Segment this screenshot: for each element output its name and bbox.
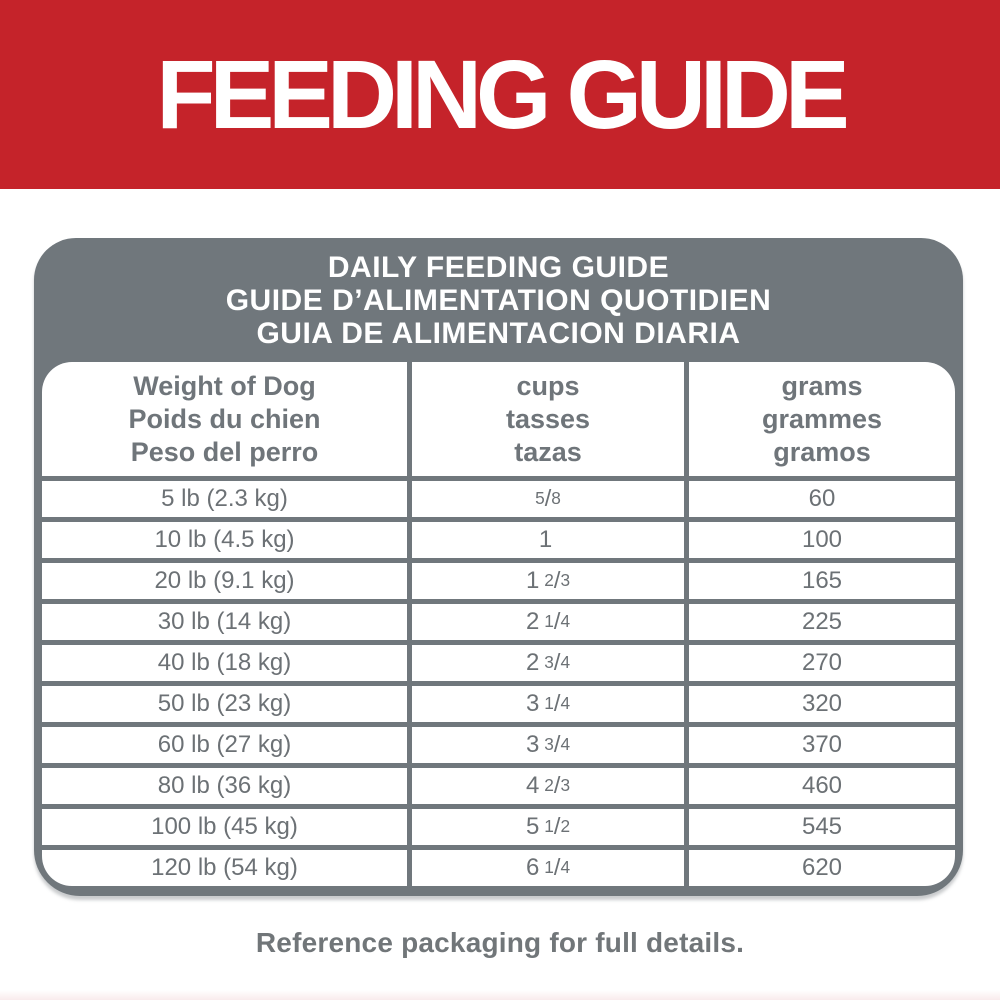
- fraction-slash: /: [553, 813, 561, 840]
- fraction-slash: /: [553, 567, 561, 594]
- header-line: grammes: [761, 403, 883, 434]
- fraction-numerator: 1: [544, 816, 554, 837]
- card-title-line-fr: GUIDE D’ALIMENTATION QUOTIDIEN: [225, 284, 772, 317]
- fraction-numerator: 3: [544, 734, 554, 755]
- weight-cell: 120 lb (54 kg): [42, 850, 407, 886]
- cups-whole: 3: [525, 690, 540, 717]
- header-line: grams: [781, 370, 863, 401]
- grams-cell: 320: [689, 686, 955, 722]
- column-header-cups: cups tasses tazas: [412, 362, 684, 476]
- cups-whole: 2: [525, 608, 540, 635]
- fraction-numerator: 2: [544, 775, 554, 796]
- cups-whole: 3: [525, 731, 540, 758]
- bottom-edge-strip: [0, 990, 1000, 1000]
- footer-note: Reference packaging for full details.: [0, 920, 1000, 966]
- fraction-denominator: 4: [560, 693, 571, 714]
- fraction-denominator: 4: [560, 857, 571, 878]
- cups-cell: 1: [412, 522, 684, 558]
- banner: FEEDING GUIDE: [0, 0, 1000, 189]
- grams-cell: 545: [689, 809, 955, 845]
- cups-cell: 5 1/2: [412, 809, 684, 845]
- header-line: tazas: [514, 436, 582, 467]
- feeding-table: Weight of Dog Poids du chien Peso del pe…: [34, 362, 963, 896]
- header-line: Weight of Dog: [133, 370, 316, 401]
- fraction-denominator: 8: [551, 488, 561, 509]
- cups-cell: 3 1/4: [412, 686, 684, 722]
- cups-cell: 4 2/3: [412, 768, 684, 804]
- weight-cell: 40 lb (18 kg): [42, 645, 407, 681]
- header-line: cups: [516, 370, 580, 401]
- weight-cell: 10 lb (4.5 kg): [42, 522, 407, 558]
- column-header-grams: grams grammes gramos: [689, 362, 955, 476]
- weight-cell: 100 lb (45 kg): [42, 809, 407, 845]
- weight-cell: 50 lb (23 kg): [42, 686, 407, 722]
- feeding-guide-card: DAILY FEEDING GUIDE GUIDE D’ALIMENTATION…: [34, 238, 963, 896]
- cups-whole: 1: [525, 567, 540, 594]
- fraction-numerator: 3: [544, 652, 554, 673]
- fraction-denominator: 4: [560, 611, 571, 632]
- grams-cell: 460: [689, 768, 955, 804]
- grams-cell: 370: [689, 727, 955, 763]
- card-title-line-en: DAILY FEEDING GUIDE: [327, 251, 670, 284]
- fraction-denominator: 3: [560, 570, 571, 591]
- cups-cell: 5/8: [412, 481, 684, 517]
- weight-cell: 30 lb (14 kg): [42, 604, 407, 640]
- cups-cell: 2 1/4: [412, 604, 684, 640]
- grams-cell: 270: [689, 645, 955, 681]
- weight-cell: 5 lb (2.3 kg): [42, 481, 407, 517]
- fraction-slash: /: [553, 649, 561, 676]
- fraction-slash: /: [553, 854, 561, 881]
- fraction-denominator: 4: [560, 734, 571, 755]
- grams-cell: 620: [689, 850, 955, 886]
- cups-cell: 1 2/3: [412, 563, 684, 599]
- fraction-numerator: 5: [535, 488, 545, 509]
- header-line: tasses: [505, 403, 591, 434]
- page-title: FEEDING GUIDE: [156, 39, 849, 149]
- header-line: Poids du chien: [128, 403, 321, 434]
- grams-cell: 225: [689, 604, 955, 640]
- cups-whole: 5: [525, 813, 540, 840]
- fraction-denominator: 3: [560, 775, 571, 796]
- fraction-slash: /: [553, 772, 561, 799]
- column-header-weight: Weight of Dog Poids du chien Peso del pe…: [42, 362, 407, 476]
- cups-cell: 6 1/4: [412, 850, 684, 886]
- cups-whole: 6: [525, 854, 540, 881]
- cups-whole: 4: [525, 772, 540, 799]
- fraction-slash: /: [553, 608, 561, 635]
- cups-whole: 2: [525, 649, 540, 676]
- weight-cell: 20 lb (9.1 kg): [42, 563, 407, 599]
- header-line: Peso del perro: [130, 436, 319, 467]
- grams-cell: 100: [689, 522, 955, 558]
- weight-cell: 80 lb (36 kg): [42, 768, 407, 804]
- grams-cell: 165: [689, 563, 955, 599]
- fraction-numerator: 2: [544, 570, 554, 591]
- fraction-numerator: 1: [544, 611, 554, 632]
- fraction-numerator: 1: [544, 857, 554, 878]
- fraction-slash: /: [544, 485, 552, 512]
- cups-cell: 3 3/4: [412, 727, 684, 763]
- card-title: DAILY FEEDING GUIDE GUIDE D’ALIMENTATION…: [34, 238, 963, 362]
- fraction-denominator: 2: [560, 816, 571, 837]
- card-title-line-es: GUIA DE ALIMENTACION DIARIA: [256, 317, 741, 350]
- fraction-denominator: 4: [560, 652, 571, 673]
- cups-cell: 2 3/4: [412, 645, 684, 681]
- header-line: gramos: [773, 436, 871, 467]
- cups-whole: 1: [538, 526, 553, 553]
- footer-note-text: Reference packaging for full details.: [255, 927, 745, 958]
- fraction-slash: /: [553, 690, 561, 717]
- grams-cell: 60: [689, 481, 955, 517]
- fraction-slash: /: [553, 731, 561, 758]
- weight-cell: 60 lb (27 kg): [42, 727, 407, 763]
- fraction-numerator: 1: [544, 693, 554, 714]
